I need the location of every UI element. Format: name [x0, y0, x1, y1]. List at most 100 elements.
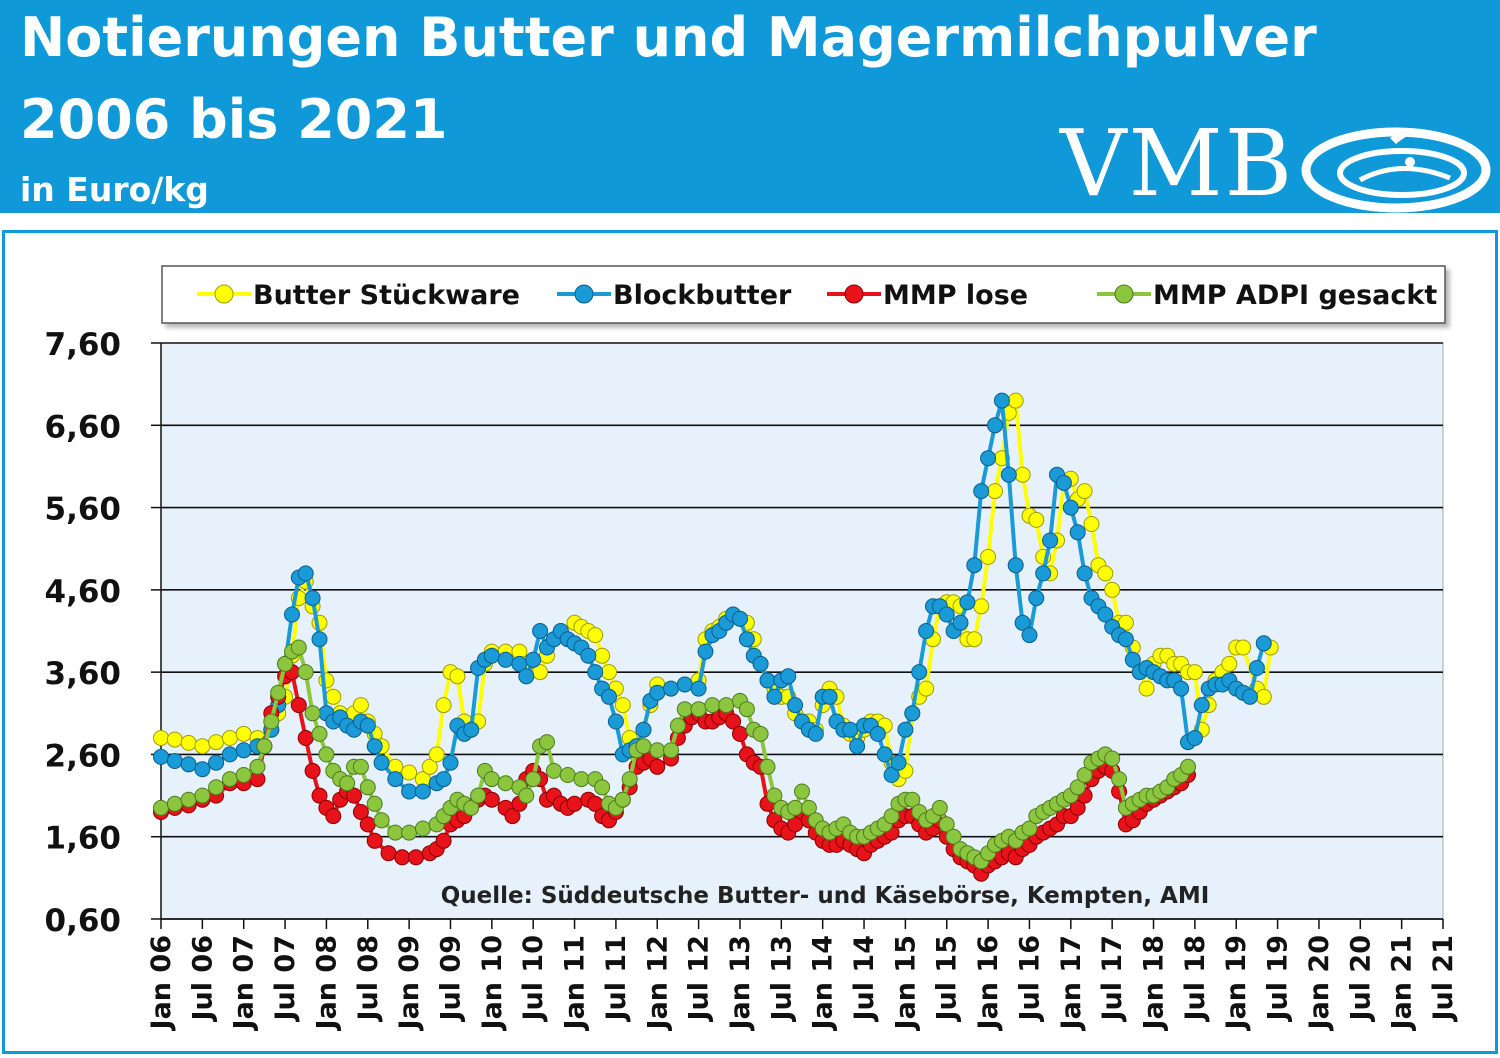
- data-point: [325, 688, 342, 705]
- data-point: [1021, 627, 1038, 644]
- data-point: [690, 701, 707, 718]
- legend: [161, 265, 1446, 324]
- data-point: [304, 590, 321, 607]
- data-point: [587, 627, 604, 644]
- data-point: [766, 688, 783, 705]
- data-point: [959, 594, 976, 611]
- data-point: [208, 754, 225, 771]
- data-point: [1097, 606, 1114, 623]
- data-point: [1007, 557, 1024, 574]
- data-point: [435, 771, 452, 788]
- legend-item: MMP lose: [827, 280, 1028, 311]
- data-point: [738, 631, 755, 648]
- data-point: [504, 808, 521, 825]
- data-point: [221, 771, 238, 788]
- data-point: [449, 668, 466, 685]
- data-point: [359, 779, 376, 796]
- data-point: [1124, 651, 1141, 668]
- data-point: [787, 799, 804, 816]
- data-point: [483, 647, 500, 664]
- data-point: [1028, 511, 1045, 528]
- series-1: [153, 392, 1272, 800]
- series-layer: [153, 392, 1279, 882]
- data-point: [601, 664, 617, 681]
- data-point: [635, 721, 652, 738]
- data-point: [1117, 631, 1134, 648]
- legend-item: Blockbutter: [557, 280, 792, 311]
- data-point: [263, 713, 280, 730]
- y-tick-label: 1,60: [45, 821, 122, 857]
- chart-title: Notierungen Butter und Magermilchpulver: [20, 6, 1317, 69]
- x-tick-label: Jan 19: [1221, 935, 1252, 1031]
- data-point: [304, 762, 321, 779]
- data-point: [435, 697, 452, 714]
- data-point: [800, 799, 817, 816]
- y-tick-label: 4,60: [45, 574, 122, 610]
- legend-marker: [1114, 284, 1134, 304]
- data-point: [718, 697, 735, 714]
- data-point: [1028, 590, 1045, 607]
- data-point: [759, 758, 776, 775]
- data-point: [352, 804, 369, 820]
- data-point: [525, 651, 542, 668]
- data-point: [911, 664, 928, 681]
- data-point: [1111, 771, 1128, 788]
- data-point: [1180, 758, 1196, 775]
- chart-subtitle: 2006 bis 2021: [20, 88, 448, 151]
- data-point: [221, 746, 238, 763]
- data-point: [235, 725, 252, 742]
- data-point: [1255, 688, 1272, 705]
- data-point: [1173, 680, 1190, 697]
- x-tick-label: Jul 16: [1014, 935, 1045, 1023]
- data-point: [676, 676, 693, 693]
- data-point: [794, 783, 810, 800]
- data-point: [373, 754, 390, 771]
- x-tick-label: Jan 07: [229, 935, 260, 1031]
- data-point: [1055, 474, 1072, 491]
- data-point: [890, 754, 907, 771]
- x-tick-label: Jan 10: [477, 935, 508, 1031]
- data-point: [270, 684, 287, 701]
- data-point: [497, 775, 514, 792]
- x-tick-label: Jul 09: [435, 935, 466, 1023]
- x-tick-label: Jan 15: [890, 935, 921, 1031]
- x-tick-label: Jul 17: [1097, 935, 1128, 1023]
- data-point: [311, 631, 328, 648]
- legend-label: Butter Stückware: [253, 280, 520, 311]
- data-point: [428, 746, 445, 763]
- data-point: [325, 808, 342, 825]
- data-point: [614, 697, 631, 714]
- data-point: [1007, 392, 1024, 409]
- data-point: [594, 779, 611, 796]
- data-point: [759, 672, 776, 689]
- data-point: [1062, 499, 1079, 516]
- legend-marker: [844, 284, 864, 304]
- data-point: [732, 610, 748, 627]
- data-point: [676, 701, 693, 718]
- x-tick-label: Jan 13: [725, 935, 756, 1031]
- x-tick-label: Jan 08: [311, 935, 342, 1031]
- legend-label: MMP lose: [883, 280, 1028, 311]
- data-point: [1069, 799, 1086, 816]
- data-point: [973, 483, 990, 500]
- data-point: [483, 771, 500, 788]
- data-point: [993, 392, 1010, 409]
- x-tick-label: Jul 08: [353, 935, 384, 1023]
- data-point: [208, 779, 225, 796]
- data-point: [559, 767, 576, 783]
- data-point: [311, 787, 328, 804]
- x-tick-label: Jul 19: [1263, 935, 1294, 1023]
- legend-marker: [574, 284, 594, 304]
- data-point: [1014, 466, 1031, 483]
- data-point: [153, 730, 169, 746]
- data-point: [663, 680, 679, 697]
- data-point: [366, 738, 383, 755]
- legend-label: Blockbutter: [613, 280, 792, 311]
- data-point: [780, 668, 797, 685]
- data-point: [387, 824, 404, 841]
- data-point: [945, 828, 962, 845]
- data-point: [663, 742, 679, 759]
- x-tick-label: Jan 18: [1139, 935, 1170, 1031]
- data-point: [1000, 466, 1017, 483]
- data-point: [883, 767, 900, 783]
